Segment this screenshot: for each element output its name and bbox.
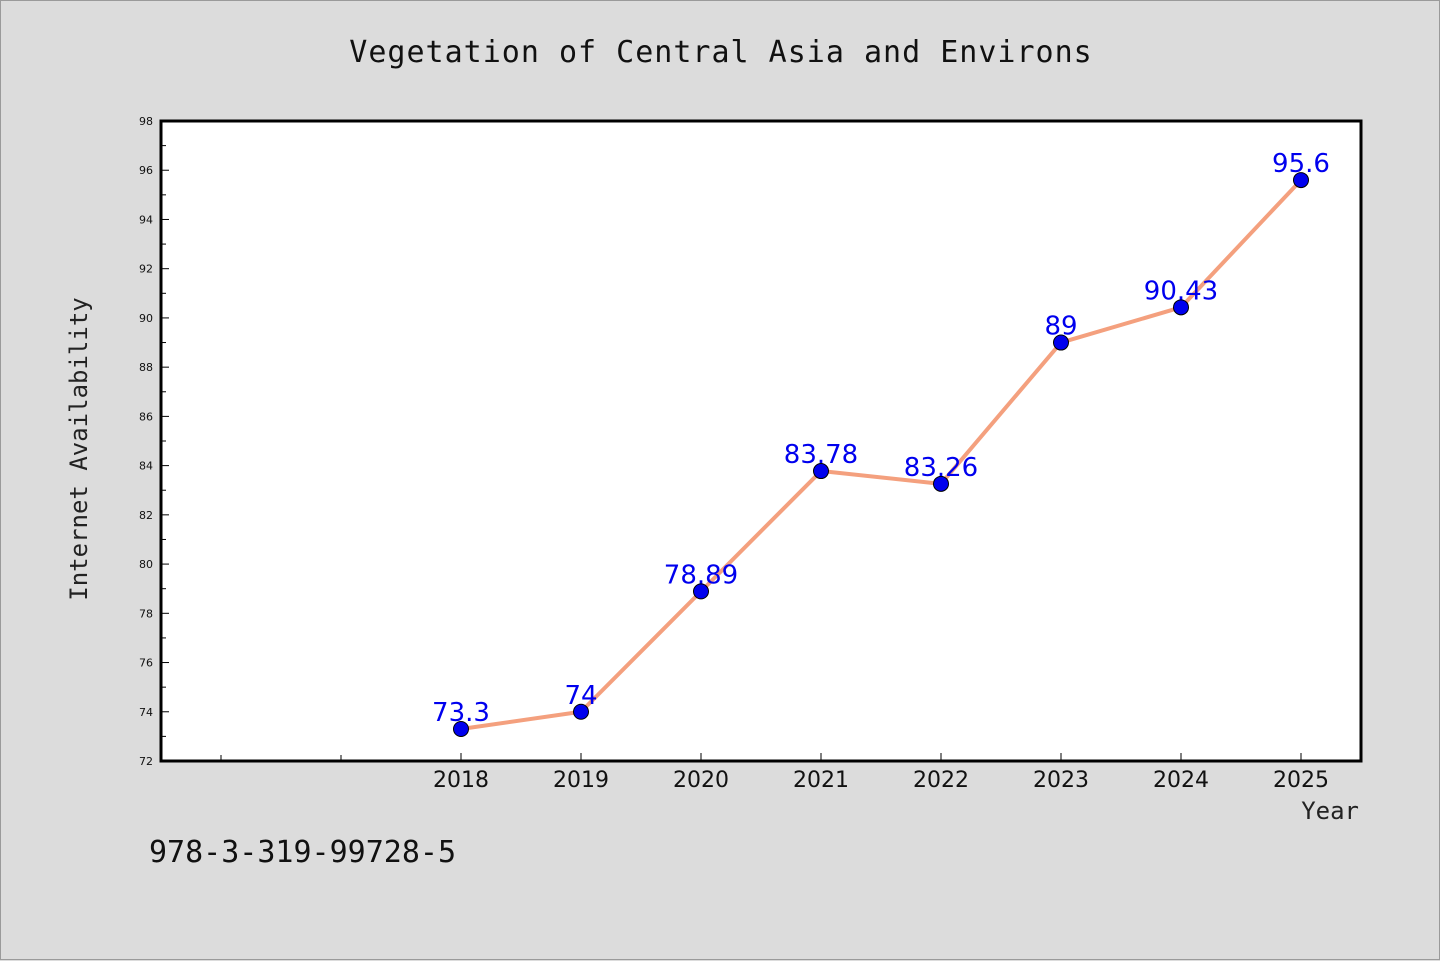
y-tick-label: 72 [139,755,153,768]
x-tick-label: 2021 [793,768,849,793]
data-point [693,583,709,600]
y-tick-label: 98 [139,115,153,128]
y-tick-label: 74 [139,706,153,719]
x-tick-label: 2019 [553,768,609,793]
data-label: 73.3 [432,698,490,728]
y-tick-label: 90 [139,312,153,325]
data-point [573,703,589,720]
x-axis-label: Year [1301,797,1359,825]
data-point [453,721,469,737]
x-tick-label: 2020 [673,768,729,793]
data-label: 83.26 [904,453,978,483]
y-tick-label: 76 [139,657,153,670]
data-label: 78.89 [664,560,738,590]
y-tick-label: 94 [139,213,153,226]
data-point [1173,299,1189,316]
x-tick-label: 2025 [1273,768,1329,793]
data-point [813,463,829,480]
y-tick-label: 80 [139,558,153,571]
y-tick-label: 96 [139,164,153,177]
x-tick-label: 2022 [913,768,969,793]
y-tick-label: 86 [139,410,153,423]
y-tick-label: 84 [139,460,153,473]
data-label: 90.43 [1144,276,1218,306]
data-point [933,475,949,492]
data-label: 83.78 [784,440,858,470]
isbn-text: 978-3-319-99728-5 [149,835,457,870]
y-tick-label: 92 [139,263,153,276]
x-tick-label: 2023 [1033,768,1089,793]
y-tick-label: 88 [139,361,153,374]
data-point [1293,172,1309,189]
data-label: 89 [1044,312,1077,342]
plot-frame [159,119,1363,763]
x-tick-label: 2018 [433,768,489,793]
chart-title: Vegetation of Central Asia and Environs [349,35,1093,70]
data-label: 74 [564,681,597,711]
y-tick-label: 82 [139,509,153,522]
data-point [1053,334,1069,351]
plot-area: 72 74 76 78 80 82 84 86 88 90 92 94 96 98 2018 2019 2020… [139,115,1363,793]
x-tick-label: 2024 [1153,768,1209,793]
y-tick-label: 78 [139,607,153,620]
series-line [460,178,1303,731]
data-label: 95.6 [1272,149,1330,179]
